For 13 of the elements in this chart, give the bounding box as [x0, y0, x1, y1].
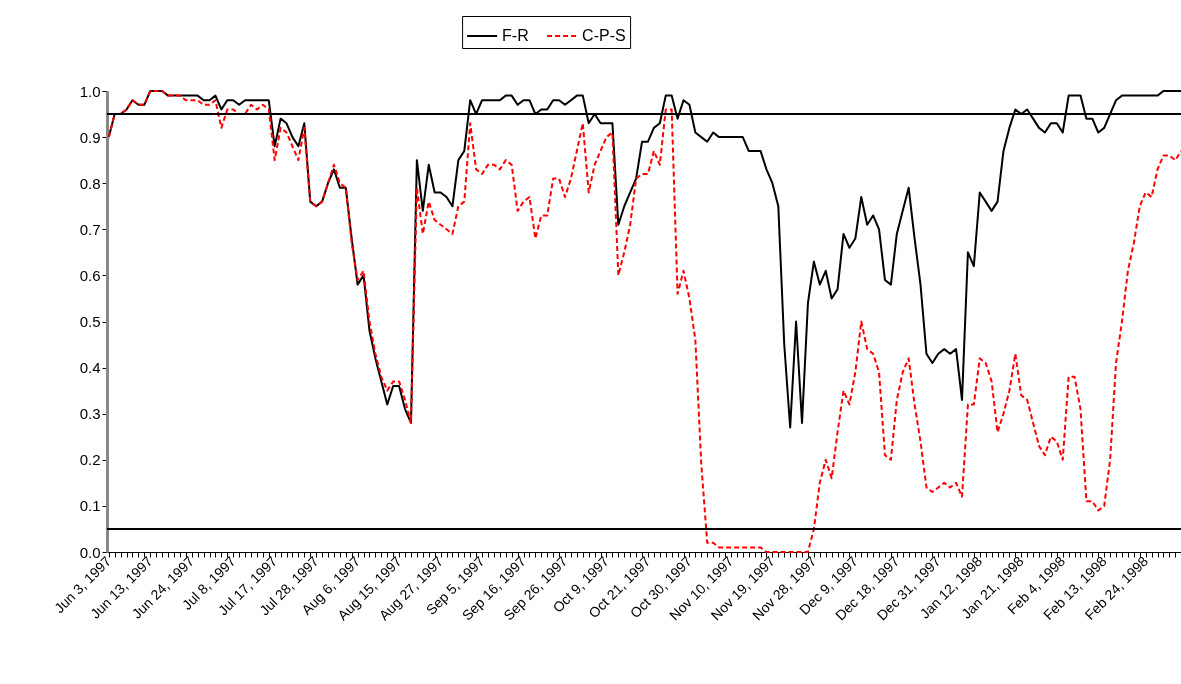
y-tick-label: 0.6: [79, 266, 101, 284]
y-tick-label: 0.3: [79, 405, 101, 423]
y-tick-label: 0.0: [79, 543, 101, 561]
y-tick-label: 0.7: [79, 220, 101, 238]
legend-label: C-P-S: [582, 27, 626, 44]
y-tick-label: 0.1: [79, 497, 101, 515]
y-tick-label: 0.5: [79, 313, 101, 330]
y-tick-label: 0.4: [79, 359, 101, 377]
y-tick-label: 0.8: [79, 174, 101, 192]
y-tick-label: 0.9: [79, 128, 101, 146]
legend-label: F-R: [502, 27, 529, 44]
y-tick-label: 1.0: [79, 82, 101, 100]
y-tick-label: 0.2: [79, 451, 101, 469]
